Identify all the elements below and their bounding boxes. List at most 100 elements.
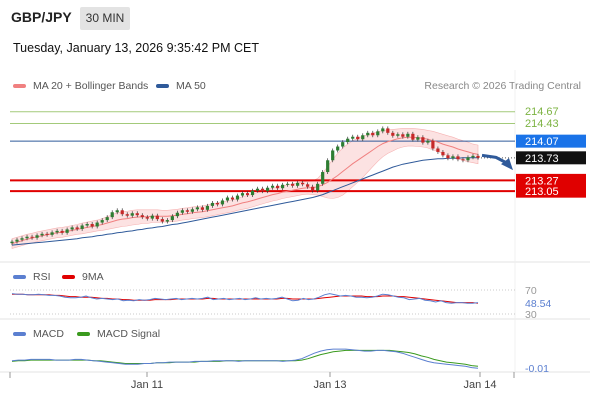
legend-macd-label: MACD [33, 328, 64, 340]
candle-body [456, 156, 460, 160]
candle-body [170, 216, 174, 221]
ma50-swatch [156, 84, 169, 88]
candle-body [175, 212, 179, 217]
candle-body [100, 220, 104, 223]
candle-body [215, 202, 220, 205]
candle-body [115, 210, 119, 213]
candle-body [275, 185, 280, 189]
candle-body [205, 205, 210, 210]
level-tag-213.05 [516, 184, 586, 198]
candle-body [270, 185, 275, 188]
candle-body [311, 186, 315, 191]
candle-body [280, 184, 285, 189]
candle-body [20, 238, 24, 240]
legend-ma9: 9MA [62, 271, 104, 283]
timeframe-badge[interactable]: 30 MIN [80, 7, 130, 30]
macd-swatch [13, 332, 26, 336]
forecast-arrow [481, 153, 508, 165]
candle-body [376, 131, 380, 136]
symbol-title: GBP/JPY [11, 9, 72, 25]
ma20-line [11, 136, 479, 245]
candle-body [160, 219, 164, 222]
candle-body [260, 188, 265, 192]
candle-body [65, 229, 69, 233]
candle-body [110, 212, 114, 218]
candle-body [185, 210, 189, 212]
candle-body [381, 128, 385, 132]
legend-ma50-label: MA 50 [176, 80, 206, 92]
candle-body [130, 213, 134, 216]
x-tick-label: Jan 11 [131, 379, 163, 391]
candle-body [195, 207, 199, 210]
candle-body [15, 239, 19, 242]
legend-rsi: RSI [13, 271, 51, 283]
candle-body [190, 209, 194, 212]
candle-body [351, 136, 355, 139]
candle-body [75, 227, 79, 229]
candle-body [180, 210, 184, 213]
level-label-214.67: 214.67 [525, 106, 559, 118]
candle-body [245, 193, 250, 196]
candle-body [55, 230, 59, 233]
candle-body [140, 215, 144, 218]
candle-body [90, 224, 94, 227]
candle-body [326, 160, 330, 173]
candle-body [210, 202, 215, 206]
credit-label: Research © 2026 Trading Central [424, 80, 581, 92]
candle-body [200, 207, 205, 210]
candle-body [70, 227, 74, 230]
legend-macd-signal: MACD Signal [77, 328, 160, 340]
candle-body [431, 140, 435, 149]
candle-body [391, 132, 395, 136]
candle-body [10, 241, 14, 244]
candle-body [316, 183, 320, 191]
candle-body [306, 184, 310, 187]
legend-ma50: MA 50 [156, 80, 206, 92]
candle-body [125, 214, 129, 216]
last-price-tag [516, 151, 586, 165]
rsi-tick-70: 70 [525, 285, 537, 297]
ma9-swatch [62, 275, 75, 279]
candle-body [120, 210, 124, 215]
datetime-label: Tuesday, January 13, 2026 9:35:42 PM CET [13, 41, 259, 55]
candle-body [291, 183, 295, 186]
candle-body [95, 222, 99, 227]
candle-body [135, 213, 139, 216]
level-tag-214.07 [516, 134, 586, 148]
candle-body [265, 187, 270, 192]
rsi-line [11, 293, 479, 304]
candle-body [225, 197, 230, 201]
candle-body [301, 182, 305, 185]
candle-body [436, 148, 440, 152]
ma50-line [11, 157, 478, 246]
level-label-214.43: 214.43 [525, 118, 559, 130]
candle-body [421, 137, 425, 143]
candle-body [336, 146, 340, 151]
candle-body [220, 200, 225, 205]
x-tick-label: Jan 13 [313, 379, 346, 391]
candle-body [426, 140, 430, 143]
candle-body [35, 235, 39, 238]
candle-body [40, 233, 44, 236]
rsi-swatch [13, 275, 26, 279]
ma20-swatch [13, 84, 26, 88]
candle-body [80, 225, 84, 229]
candle-body [466, 157, 470, 161]
candle-body [406, 133, 410, 137]
candle-body [285, 183, 290, 185]
macd-last-label: -0.01 [525, 363, 549, 375]
candle-body [45, 233, 49, 235]
candle-body [105, 217, 109, 221]
candle-body [30, 236, 34, 238]
candle-body [155, 215, 159, 220]
level-label-214.07: 214.07 [525, 136, 559, 148]
candle-body [371, 132, 375, 136]
candle-body [346, 138, 350, 143]
candle-body [476, 155, 480, 158]
candle-body [50, 232, 54, 235]
candle-body [321, 172, 325, 184]
legend-macd: MACD [13, 328, 64, 340]
macd-signal-line [11, 349, 479, 367]
candle-body [145, 217, 149, 219]
